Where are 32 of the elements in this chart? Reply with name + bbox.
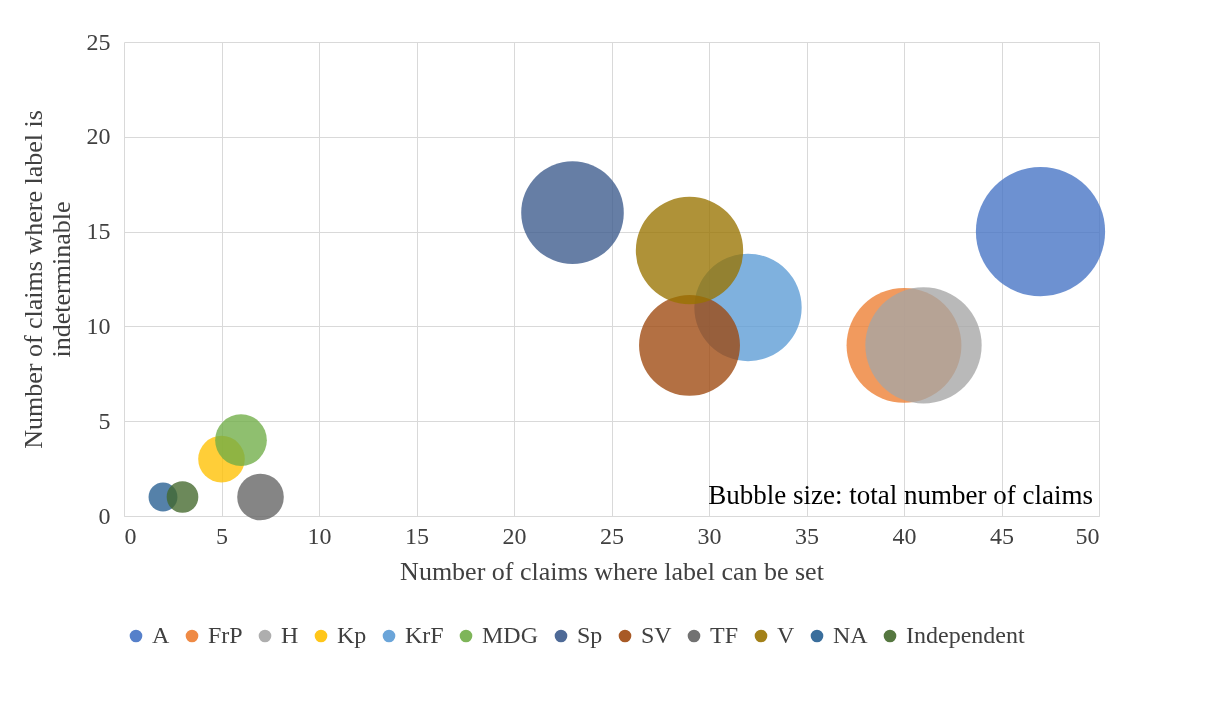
y-tick-label: 10 [86, 312, 111, 339]
legend-label: Sp [577, 622, 603, 648]
y-axis-title: Number of claims where label is indeterminable [18, 110, 76, 449]
x-tick-label: 30 [697, 522, 722, 549]
annotation: Bubble size: total number of claims [708, 480, 1093, 510]
y-tick-label: 15 [86, 218, 111, 245]
y-tick-label: 25 [86, 28, 111, 55]
x-tick-label: 35 [795, 522, 819, 549]
legend-label: MDG [482, 622, 539, 648]
legend-label: KrF [405, 622, 444, 648]
legend-label: A [152, 622, 170, 648]
legend-label: V [777, 622, 795, 648]
x-tick-label: 10 [307, 522, 332, 549]
x-tick-label: 40 [892, 522, 917, 549]
x-tick-label: 45 [990, 522, 1014, 549]
legend-label: NA [833, 622, 869, 648]
y-tick-label: 5 [98, 407, 111, 434]
x-axis-title: Number of claims where label can be set [400, 556, 825, 586]
legend-label: TF [710, 622, 739, 648]
legend-label: H [281, 622, 299, 648]
x-tick-label: 50 [1075, 522, 1100, 549]
y-tick-label: 20 [86, 123, 111, 150]
x-tick-label: 0 [124, 522, 137, 549]
x-tick-label: 25 [600, 522, 624, 549]
x-tick-label: 5 [216, 522, 228, 549]
legend-label: Independent [906, 622, 1025, 648]
legend-label: SV [641, 622, 673, 648]
legend-label: Kp [337, 622, 367, 648]
legend-label: FrP [208, 622, 243, 648]
y-tick-label: 0 [98, 502, 111, 529]
x-tick-label: 20 [502, 522, 527, 549]
x-tick-label: 15 [405, 522, 429, 549]
